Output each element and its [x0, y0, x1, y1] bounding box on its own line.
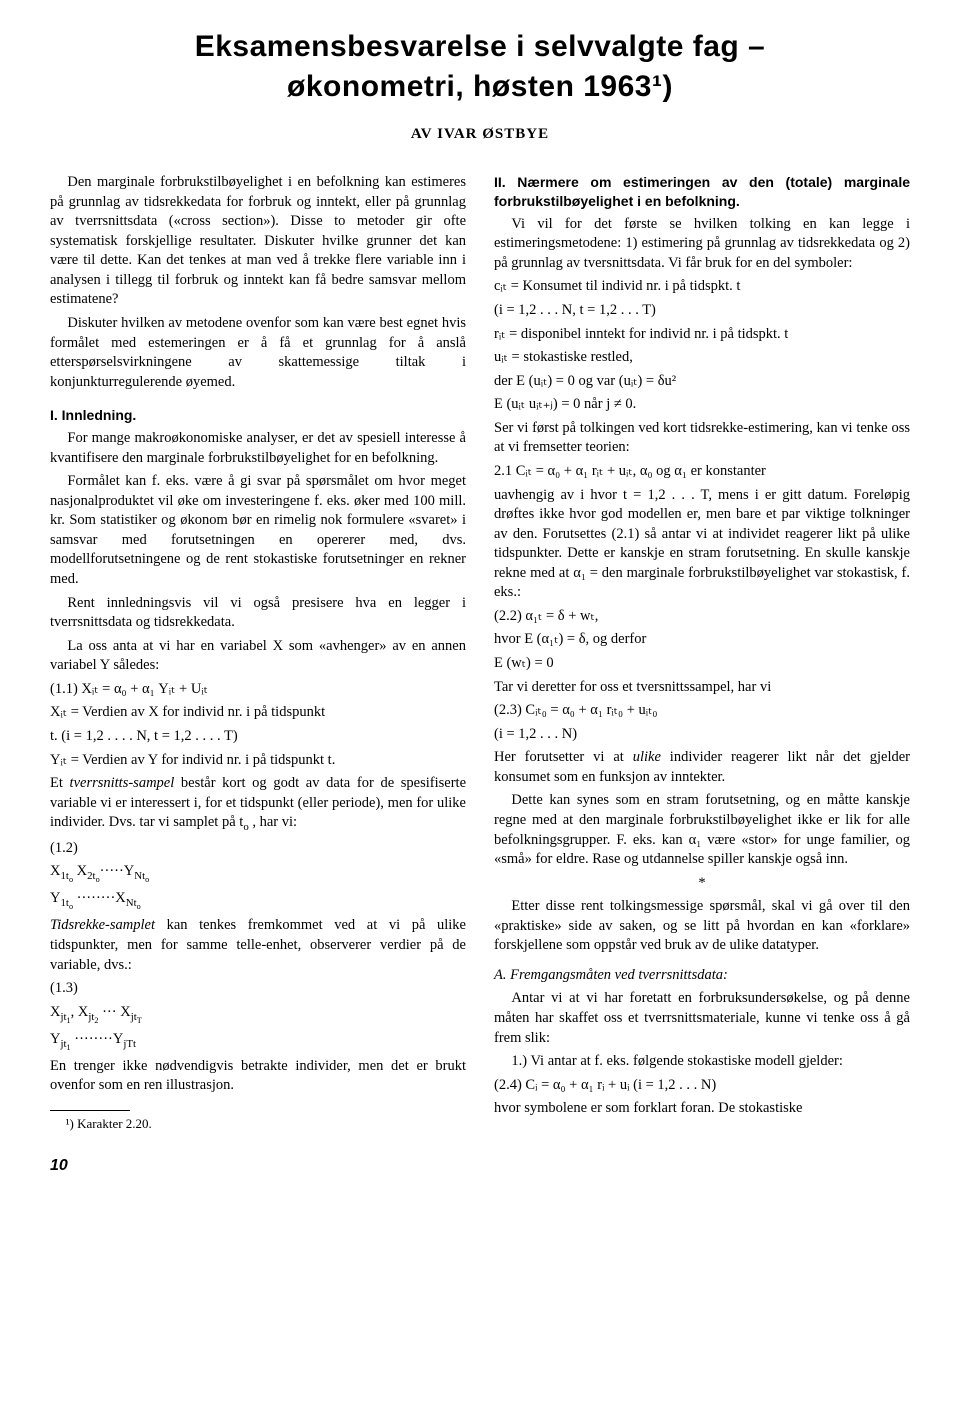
para-ii-7: Etter disse rent tolkingsmessige spørsmå…: [494, 897, 910, 956]
def-xit: Xᵢₜ = Verdien av X for individ nr. i på …: [50, 703, 466, 723]
eq-1-3-row1: Xjt1, Xjt2 ··· XjtT: [50, 1003, 466, 1026]
eq-2-4: (2.4) Cᵢ = α₀ + α₁ rᵢ + uᵢ (i = 1,2 . . …: [494, 1076, 910, 1096]
section-ii-heading: II. Nærmere om estimeringen av den (tota…: [494, 173, 910, 211]
para-a-3: hvor symbolene er som forklart foran. De…: [494, 1099, 910, 1119]
eq-2-2-b: hvor E (α₁ₜ) = δ, og derfor: [494, 630, 910, 650]
para-ii-2: Ser vi først på tolkingen ved kort tidsr…: [494, 419, 910, 458]
para-i-3: Rent innledningsvis vil vi også presiser…: [50, 594, 466, 633]
sym-cit: cᵢₜ = Konsumet til individ nr. i på tids…: [494, 277, 910, 297]
para-i-2: Formålet kan f. eks. være å gi svar på s…: [50, 472, 466, 589]
eq-1-1: (1.1) Xᵢₜ = α₀ + α₁ Yᵢₜ + Uᵢₜ: [50, 680, 466, 700]
para-ii-1: Vi vil for det første se hvilken tolking…: [494, 215, 910, 274]
eq-2-2-c: E (wₜ) = 0: [494, 654, 910, 674]
def-xit-range: t. (i = 1,2 . . . . N, t = 1,2 . . . . T…: [50, 727, 466, 747]
author: AV IVAR ØSTBYE: [50, 126, 910, 143]
eq-1-2-row2: Y1to ········XNto: [50, 889, 466, 912]
right-column: II. Nærmere om estimeringen av den (tota…: [494, 173, 910, 1137]
eq-2-2: (2.2) α₁ₜ = δ + wₜ,: [494, 607, 910, 627]
left-column: Den marginale forbrukstilbøyelighet i en…: [50, 173, 466, 1137]
def-yit: Yᵢₜ = Verdien av Y for individ nr. i på …: [50, 751, 466, 771]
eq-1-2-row1: X1to X2to·····YNto: [50, 862, 466, 885]
para-i-4: La oss anta at vi har en variabel X som …: [50, 637, 466, 676]
para-individ: En trenger ikke nødvendigvis betrakte in…: [50, 1057, 466, 1096]
sym-cit-range: (i = 1,2 . . . N, t = 1,2 . . . T): [494, 301, 910, 321]
para-a-1: Antar vi at vi har foretatt en forbruksu…: [494, 989, 910, 1048]
eq-2-3: (2.3) Cᵢₜ₀ = α₀ + α₁ rᵢₜ₀ + uᵢₜ₀: [494, 701, 910, 721]
sym-der-e: der E (uᵢₜ) = 0 og var (uᵢₜ) = δu²: [494, 372, 910, 392]
para-intro-2: Diskuter hvilken av metodene ovenfor som…: [50, 314, 466, 392]
para-sample-def: Et tverrsnitts-sampel består kort og god…: [50, 774, 466, 835]
separator-asterisk: *: [494, 874, 910, 894]
para-ii-3: uavhengig av i hvor t = 1,2 . . . T, men…: [494, 486, 910, 603]
eq-2-1: 2.1 Cᵢₜ = α₀ + α₁ rᵢₜ + uᵢₜ, α₀ og α₁ er…: [494, 462, 910, 482]
eq-1-2-label: (1.2): [50, 839, 466, 859]
para-ii-5: Her forutsetter vi at ulike individer re…: [494, 748, 910, 787]
sym-rit: rᵢₜ = disponibel inntekt for individ nr.…: [494, 325, 910, 345]
title-line1: Eksamensbesvarelse i selvvalgte fag –: [50, 30, 910, 64]
columns: Den marginale forbrukstilbøyelighet i en…: [50, 173, 910, 1137]
section-i-heading: I. Innledning.: [50, 406, 466, 425]
para-a-2: 1.) Vi antar at f. eks. følgende stokast…: [494, 1052, 910, 1072]
sym-e-cov: E (uᵢₜ uᵢₜ₊ⱼ) = 0 når j ≠ 0.: [494, 395, 910, 415]
subsection-a-heading: A. Fremgangsmåten ved tverrsnittsdata:: [494, 966, 910, 986]
para-i-1: For mange makroøkonomiske analyser, er d…: [50, 429, 466, 468]
footnote-1: ¹) Karakter 2.20.: [50, 1115, 466, 1133]
title-line2: økonometri, høsten 1963¹): [50, 70, 910, 104]
eq-2-3-range: (i = 1,2 . . . N): [494, 725, 910, 745]
footnote-rule: [50, 1110, 130, 1111]
eq-1-3-label: (1.3): [50, 979, 466, 999]
para-ii-6: Dette kan synes som en stram forutsetnin…: [494, 791, 910, 869]
para-ii-4: Tar vi deretter for oss et tversnittssam…: [494, 678, 910, 698]
para-tidsrekke: Tidsrekke-samplet kan tenkes fremkommet …: [50, 916, 466, 975]
sym-uit: uᵢₜ = stokastiske restled,: [494, 348, 910, 368]
page-number: 10: [50, 1157, 910, 1175]
para-intro-1: Den marginale forbrukstilbøyelighet i en…: [50, 173, 466, 310]
eq-1-3-row2: Yjt1 ········YjTt: [50, 1030, 466, 1053]
